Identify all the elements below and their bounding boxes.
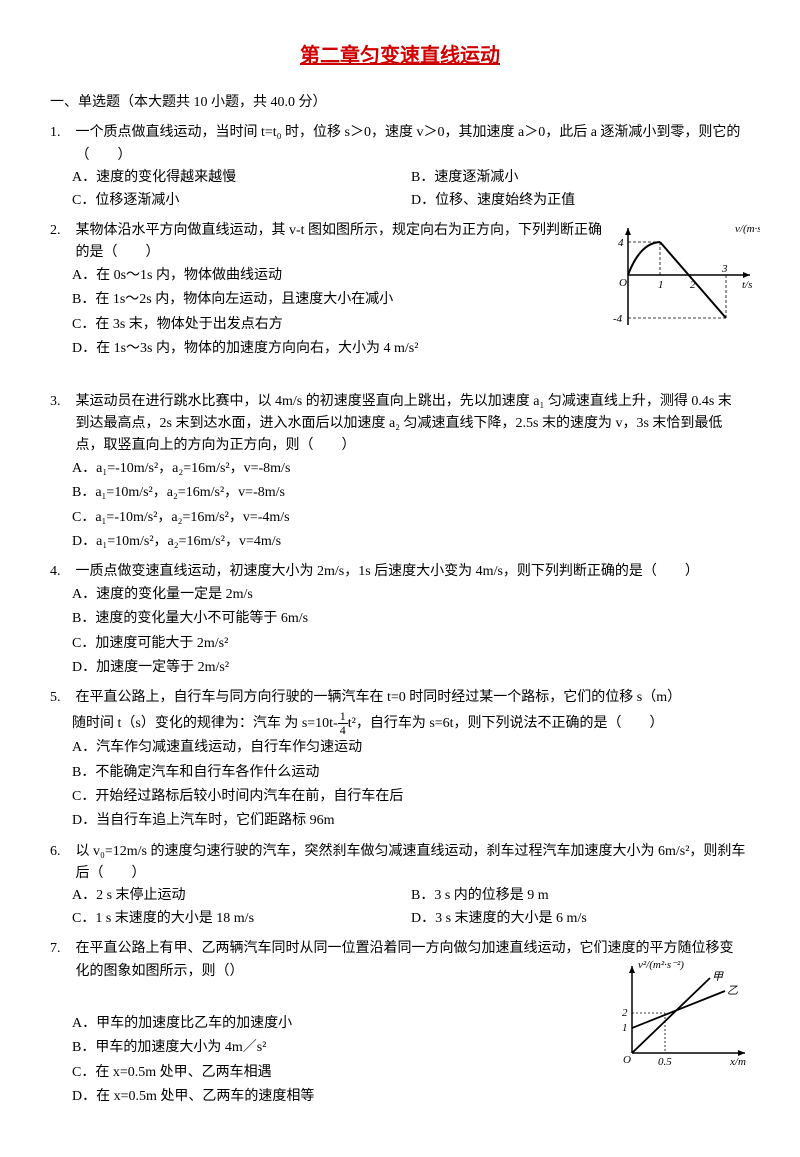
q3-opt-a: A．a₁=-10m/s²，a₂=16m/s²，v=-8m/s bbox=[72, 458, 750, 480]
q6-opt-d: D．3 s 末速度的大小是 6 m/s bbox=[411, 908, 750, 930]
svg-text:0.5: 0.5 bbox=[658, 1056, 672, 1068]
section-heading: 一、单选题（本大题共 10 小题，共 40.0 分） bbox=[50, 92, 750, 114]
q1-opt-c: C．位移逐渐减小 bbox=[72, 190, 411, 212]
svg-text:3: 3 bbox=[721, 263, 728, 275]
q2-vt-chart: v/(m·s⁻¹) t/s 4 -4 O 1 2 3 bbox=[610, 220, 760, 343]
q5-opt-d: D．当自行车追上汽车时，它们距路标 96m bbox=[72, 810, 750, 832]
q1-opt-b: B．速度逐渐减小 bbox=[411, 167, 750, 189]
svg-text:v²/(m²·s⁻²): v²/(m²·s⁻²) bbox=[638, 959, 684, 971]
q6-opt-c: C．1 s 末速度的大小是 18 m/s bbox=[72, 908, 411, 930]
svg-text:4: 4 bbox=[618, 237, 624, 249]
q5-stem-line2-post: t²，自行车为 s=6t，则下列说法不正确的是（ ） bbox=[348, 716, 664, 731]
q5-fraction: 14 bbox=[338, 710, 348, 737]
svg-text:1: 1 bbox=[658, 279, 664, 291]
svg-text:2: 2 bbox=[622, 1007, 628, 1019]
q5-opt-c: C．开始经过路标后较小时间内汽车在前，自行车在后 bbox=[72, 786, 750, 808]
q1-opt-d: D．位移、速度始终为正值 bbox=[411, 190, 750, 212]
svg-text:O: O bbox=[619, 277, 627, 289]
q1-opt-a: A．速度的变化得越来越慢 bbox=[72, 167, 411, 189]
q5-opt-a: A．汽车作匀减速直线运动，自行车作匀速运动 bbox=[72, 737, 750, 759]
svg-text:v/(m·s⁻¹): v/(m·s⁻¹) bbox=[735, 223, 760, 235]
q6-stem: 以 v₀=12m/s 的速度匀速行驶的汽车，突然刹车做匀减速直线运动，刹车过程汽… bbox=[76, 841, 746, 886]
question-6: 6. 以 v₀=12m/s 的速度匀速行驶的汽车，突然刹车做匀减速直线运动，刹车… bbox=[50, 841, 750, 931]
svg-text:x/m: x/m bbox=[729, 1056, 746, 1068]
svg-text:甲: 甲 bbox=[712, 971, 724, 983]
question-4: 4. 一质点做变速直线运动，初速度大小为 2m/s，1s 后速度大小变为 4m/… bbox=[50, 561, 750, 679]
q3-stem: 某运动员在进行跳水比赛中，以 4m/s 的初速度竖直向上跳出，先以加速度 a₁ … bbox=[76, 391, 746, 458]
q7-number: 7. bbox=[50, 938, 72, 960]
q3-opt-c: C．a₁=-10m/s²，a₂=16m/s²，v=-4m/s bbox=[72, 507, 750, 529]
q6-number: 6. bbox=[50, 841, 72, 863]
q4-stem: 一质点做变速直线运动，初速度大小为 2m/s，1s 后速度大小变为 4m/s，则… bbox=[76, 561, 746, 583]
q3-opt-d: D．a₁=10m/s²，a₂=16m/s²，v=4m/s bbox=[72, 531, 750, 553]
svg-text:乙: 乙 bbox=[727, 985, 738, 997]
q7-opt-d: D．在 x=0.5m 处甲、乙两车的速度相等 bbox=[72, 1086, 750, 1108]
svg-text:-4: -4 bbox=[613, 313, 623, 325]
q5-opt-b: B．不能确定汽车和自行车各作什么运动 bbox=[72, 762, 750, 784]
svg-text:1: 1 bbox=[622, 1022, 628, 1034]
q3-opt-b: B．a₁=10m/s²，a₂=16m/s²，v=-8m/s bbox=[72, 482, 750, 504]
q1-stem: 一个质点做直线运动，当时间 t=t₀ 时，位移 s＞0，速度 v＞0，其加速度 … bbox=[76, 122, 746, 167]
q5-stem-line1: 在平直公路上，自行车与同方向行驶的一辆汽车在 t=0 时同时经过某一个路标，它们… bbox=[76, 687, 746, 709]
svg-text:O: O bbox=[623, 1054, 631, 1066]
q1-number: 1. bbox=[50, 122, 72, 144]
q7-v2x-chart: v²/(m²·s⁻²) x/m 1 2 O 0.5 甲 乙 bbox=[610, 958, 760, 1076]
question-7: 7. 在平直公路上有甲、乙两辆汽车同时从同一位置沿着同一方向做匀加速直线运动，它… bbox=[50, 938, 750, 1108]
svg-text:t/s: t/s bbox=[742, 279, 752, 291]
q6-opt-a: A．2 s 末停止运动 bbox=[72, 885, 411, 907]
question-2: v/(m·s⁻¹) t/s 4 -4 O 1 2 3 2. 某物体沿水平方向做直… bbox=[50, 220, 750, 360]
q4-opt-a: A．速度的变化量一定是 2m/s bbox=[72, 584, 750, 606]
question-5: 5. 在平直公路上，自行车与同方向行驶的一辆汽车在 t=0 时同时经过某一个路标… bbox=[50, 687, 750, 832]
q6-opt-b: B．3 s 内的位移是 9 m bbox=[411, 885, 750, 907]
question-1: 1. 一个质点做直线运动，当时间 t=t₀ 时，位移 s＞0，速度 v＞0，其加… bbox=[50, 122, 750, 212]
chapter-title: 第二章匀变速直线运动 bbox=[50, 40, 750, 72]
question-3: 3. 某运动员在进行跳水比赛中，以 4m/s 的初速度竖直向上跳出，先以加速度 … bbox=[50, 391, 750, 554]
q5-stem-line2-pre: 随时间 t（s）变化的规律为：汽车 为 s=10t- bbox=[72, 716, 338, 731]
q4-opt-d: D．加速度一定等于 2m/s² bbox=[72, 657, 750, 679]
q2-number: 2. bbox=[50, 220, 72, 242]
q4-opt-c: C．加速度可能大于 2m/s² bbox=[72, 633, 750, 655]
q3-number: 3. bbox=[50, 391, 72, 413]
q5-number: 5. bbox=[50, 687, 72, 709]
q4-number: 4. bbox=[50, 561, 72, 583]
q2-stem: 某物体沿水平方向做直线运动，其 v-t 图如图所示，规定向右为正方向，下列判断正… bbox=[76, 220, 606, 265]
q4-opt-b: B．速度的变化量大小不可能等于 6m/s bbox=[72, 608, 750, 630]
